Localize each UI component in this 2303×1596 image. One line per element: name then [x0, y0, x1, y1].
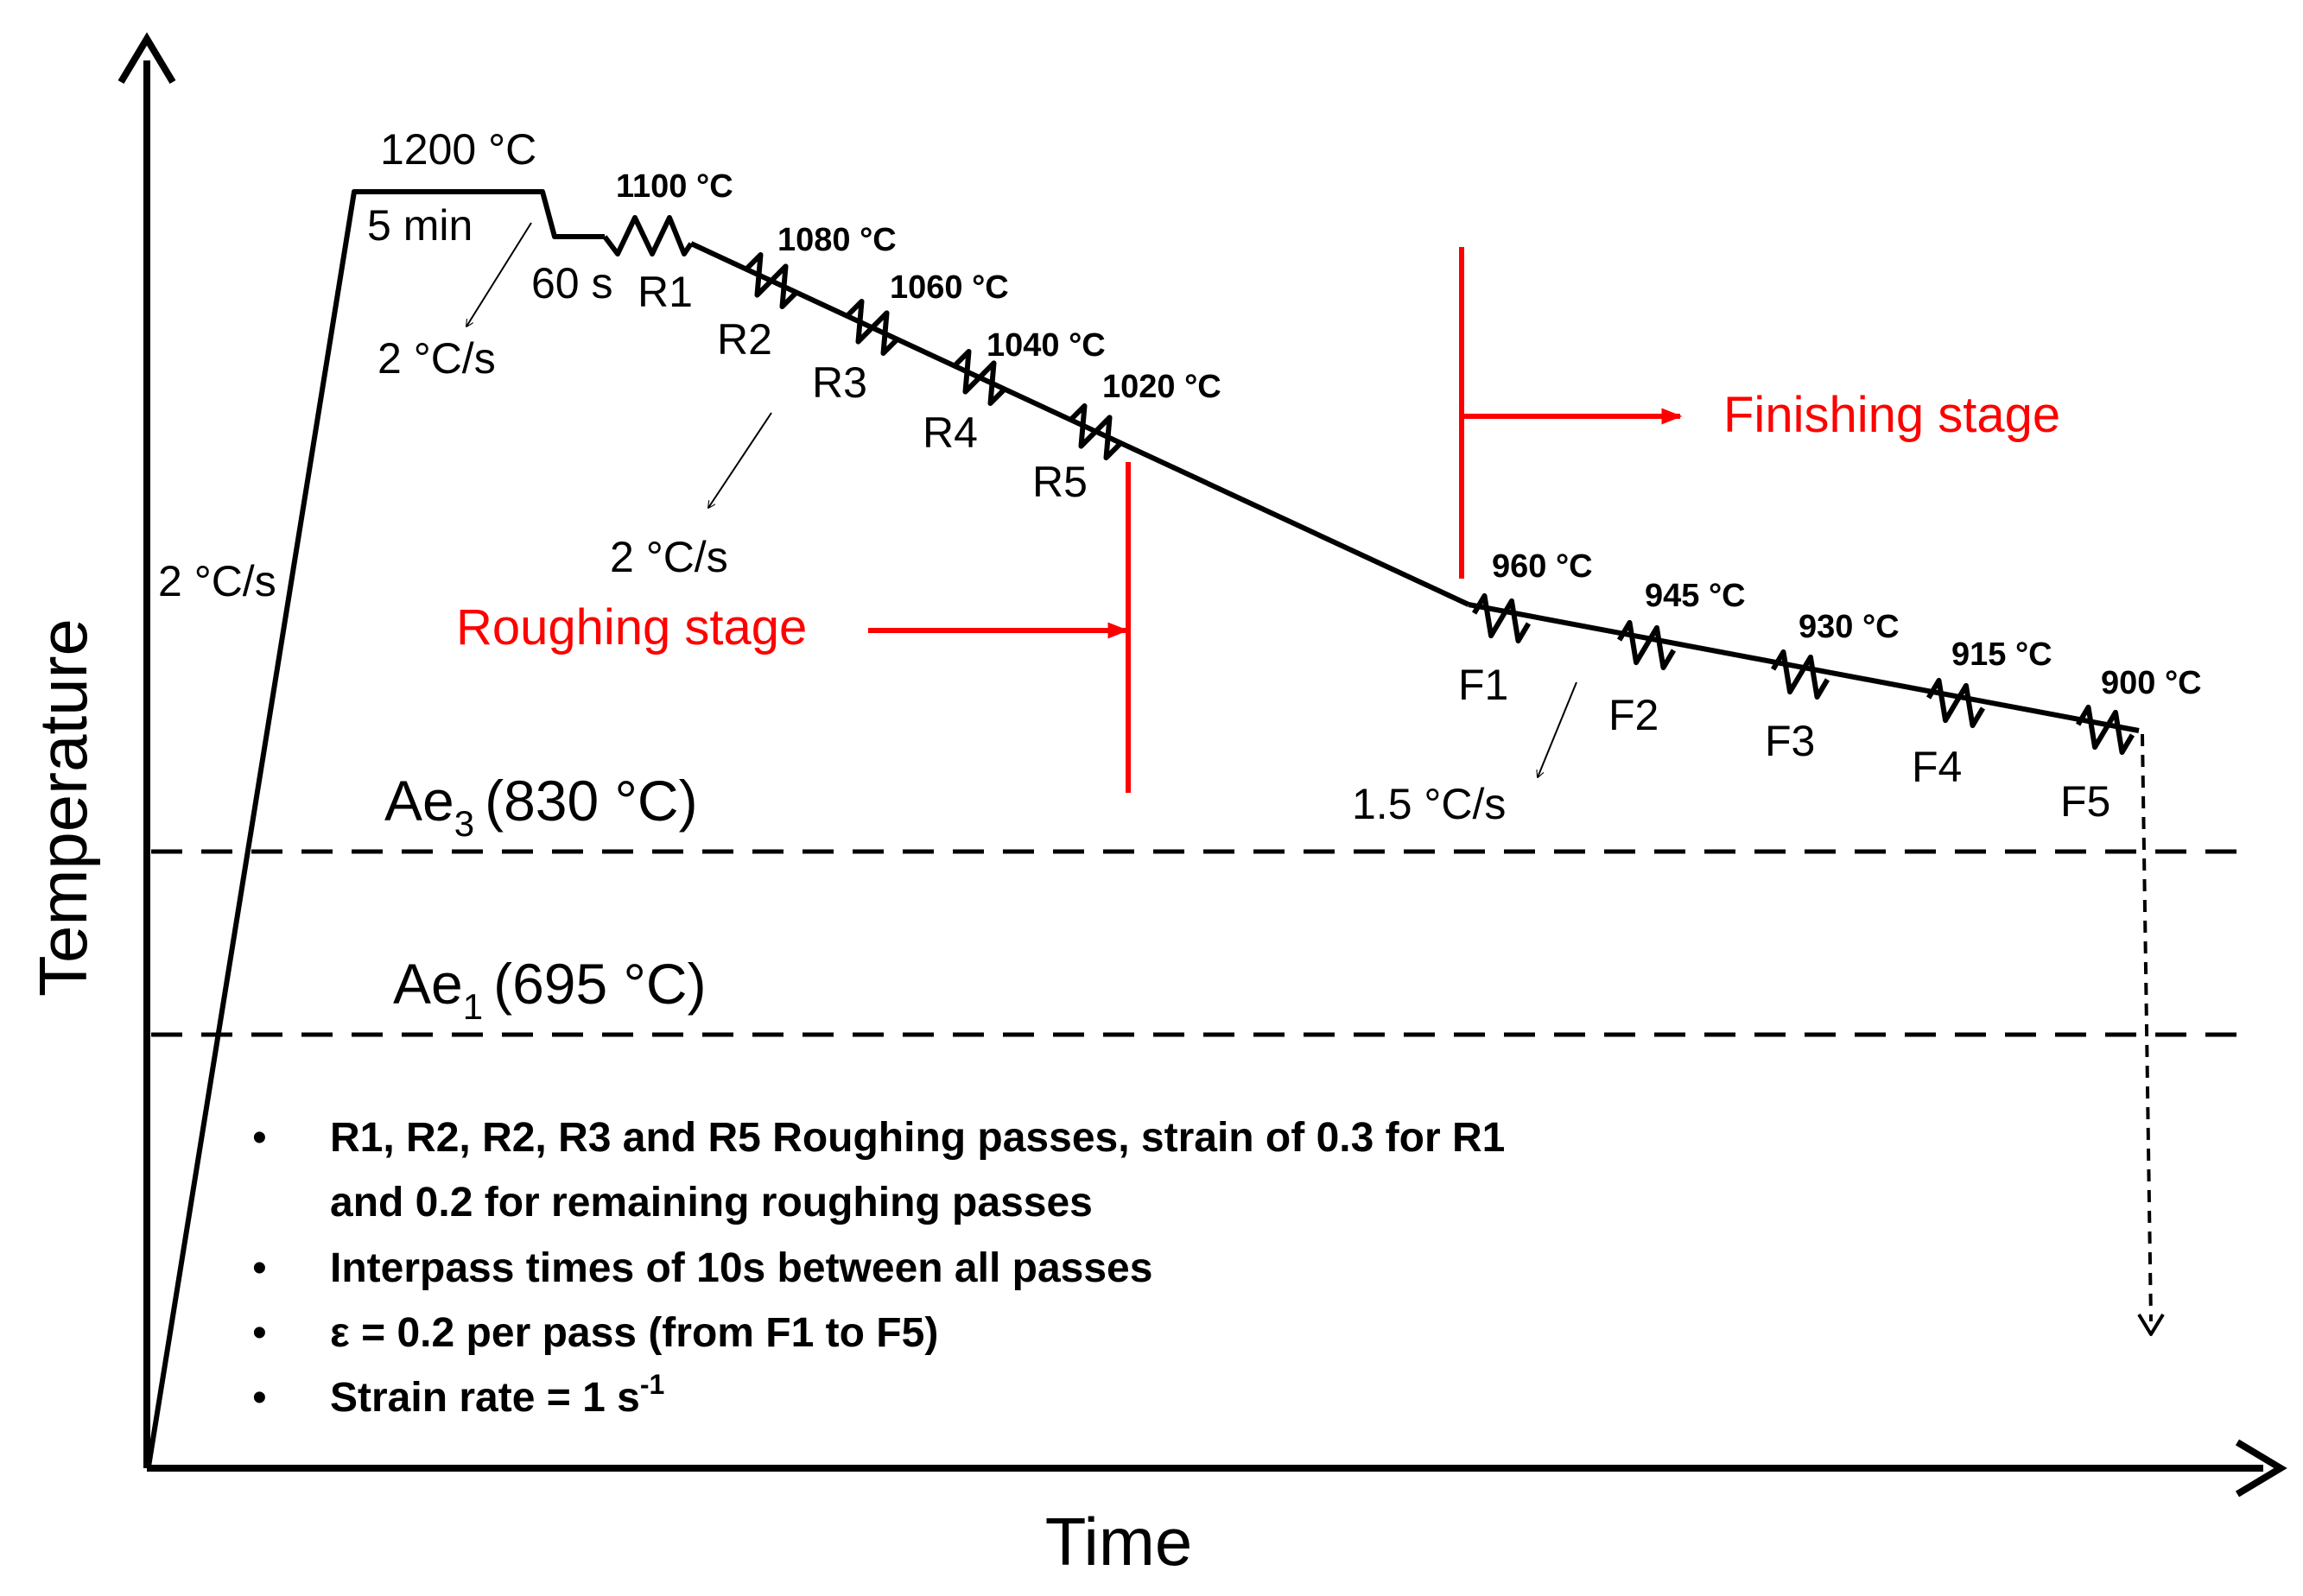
final-quench-arrowhead	[2137, 1313, 2165, 1336]
stage-markers: Roughing stage Finishing stage	[456, 247, 2060, 793]
cooling-rate-3-label: 1.5 °C/s	[1352, 780, 1506, 828]
pass-f4-temp: 915 °C	[1951, 636, 2052, 673]
pass-r1-temp: 1100 °C	[616, 168, 733, 205]
note-bullet-1: •	[252, 1115, 267, 1161]
hold-time-label: 60 s	[531, 259, 613, 307]
axes: Time Temperature	[25, 32, 2287, 1580]
note-line-3: Interpass times of 10s between all passe…	[330, 1245, 1152, 1291]
pass-f5-zigzag	[2075, 704, 2135, 756]
pass-r1-label: R1	[638, 268, 693, 316]
ae1-label: Ae1 (695 °C)	[393, 952, 707, 1027]
pass-temperature-labels: 1100 °C 1080 °C 1060 °C 1040 °C 1020 °C …	[616, 168, 2202, 701]
deformation-passes	[602, 215, 2135, 756]
pass-f3-zigzag	[1770, 649, 1830, 700]
y-axis-arrowhead	[117, 32, 176, 85]
cooling-rate-3-arrow	[1538, 681, 1577, 777]
note-line-2: and 0.2 for remaining roughing passes	[330, 1180, 1093, 1226]
x-axis-arrowhead	[2235, 1439, 2287, 1498]
note-line-4: ε = 0.2 per pass (from F1 to F5)	[330, 1310, 938, 1356]
cooling-rate-1-label: 2 °C/s	[377, 334, 496, 383]
pass-r5-zigzag	[1068, 402, 1123, 461]
x-axis-label: Time	[1045, 1504, 1192, 1580]
soak-temperature-label: 1200 °C	[380, 125, 536, 174]
pass-r5-label: R5	[1032, 458, 1088, 506]
ae3-label: Ae3 (830 °C)	[384, 769, 698, 844]
roughing-cooling-segment	[689, 241, 1470, 607]
pass-r5-temp: 1020 °C	[1102, 369, 1221, 405]
note-line-5-main: Strain rate = 1 s	[330, 1375, 640, 1421]
pass-r2-label: R2	[717, 315, 772, 364]
pass-r4-zigzag	[952, 348, 1007, 407]
pass-f5-label: F5	[2060, 777, 2110, 826]
pass-r4-temp: 1040 °C	[987, 327, 1106, 364]
pass-f4-label: F4	[1912, 743, 1962, 791]
critical-temperature-lines: Ae3 (830 °C) Ae1 (695 °C)	[151, 769, 2250, 1037]
pass-r2-temp: 1080 °C	[777, 222, 897, 258]
cooling-rate-2-label: 2 °C/s	[610, 533, 728, 581]
pass-f2-zigzag	[1616, 619, 1677, 671]
pass-f1-temp: 960 °C	[1492, 548, 1593, 585]
note-line-5: Strain rate = 1 s-1	[330, 1369, 664, 1421]
heating-rate-label: 2 °C/s	[158, 557, 276, 605]
pass-r3-temp: 1060 °C	[890, 269, 1009, 306]
pass-f1-label: F1	[1458, 661, 1508, 709]
pass-r2-zigzag	[744, 251, 799, 310]
note-bullet-2: •	[252, 1245, 267, 1291]
cooling-rate-1-arrow	[466, 222, 532, 326]
pass-f1-zigzag	[1471, 592, 1532, 644]
note-bullet-4: •	[252, 1375, 267, 1421]
pass-r3-label: R3	[812, 358, 867, 407]
y-axis-label: Temperature	[25, 618, 101, 997]
pass-f3-temp: 930 °C	[1799, 609, 1900, 645]
pass-r3-zigzag	[845, 298, 900, 357]
note-line-5-superscript: -1	[640, 1369, 664, 1400]
pass-f5-temp: 900 °C	[2101, 665, 2202, 701]
process-notes: • R1, R2, R2, R3 and R5 Roughing passes,…	[252, 1115, 1505, 1421]
profile-labels: 1200 °C 5 min 60 s 2 °C/s 2 °C/s 2 °C/s …	[158, 125, 1577, 828]
finishing-stage-label: Finishing stage	[1723, 387, 2060, 443]
pass-f2-label: F2	[1608, 691, 1659, 739]
final-quench-arrow-line	[2141, 733, 2153, 1322]
pass-r4-label: R4	[923, 408, 978, 457]
note-line-1: R1, R2, R2, R3 and R5 Roughing passes, s…	[330, 1115, 1505, 1161]
cooling-rate-2-arrow	[708, 412, 772, 508]
pass-f3-label: F3	[1765, 717, 1815, 765]
pass-r1-zigzag	[602, 215, 694, 256]
note-bullet-3: •	[252, 1310, 267, 1356]
heating-and-soak-segment	[146, 189, 605, 1467]
pass-name-labels: R1 R2 R3 R4 R5 F1 F2 F3 F4 F5	[638, 268, 2110, 826]
roughing-stage-label: Roughing stage	[456, 599, 807, 656]
soak-time-label: 5 min	[367, 201, 473, 250]
pass-f4-zigzag	[1926, 677, 1986, 729]
pass-f2-temp: 945 °C	[1645, 578, 1746, 614]
